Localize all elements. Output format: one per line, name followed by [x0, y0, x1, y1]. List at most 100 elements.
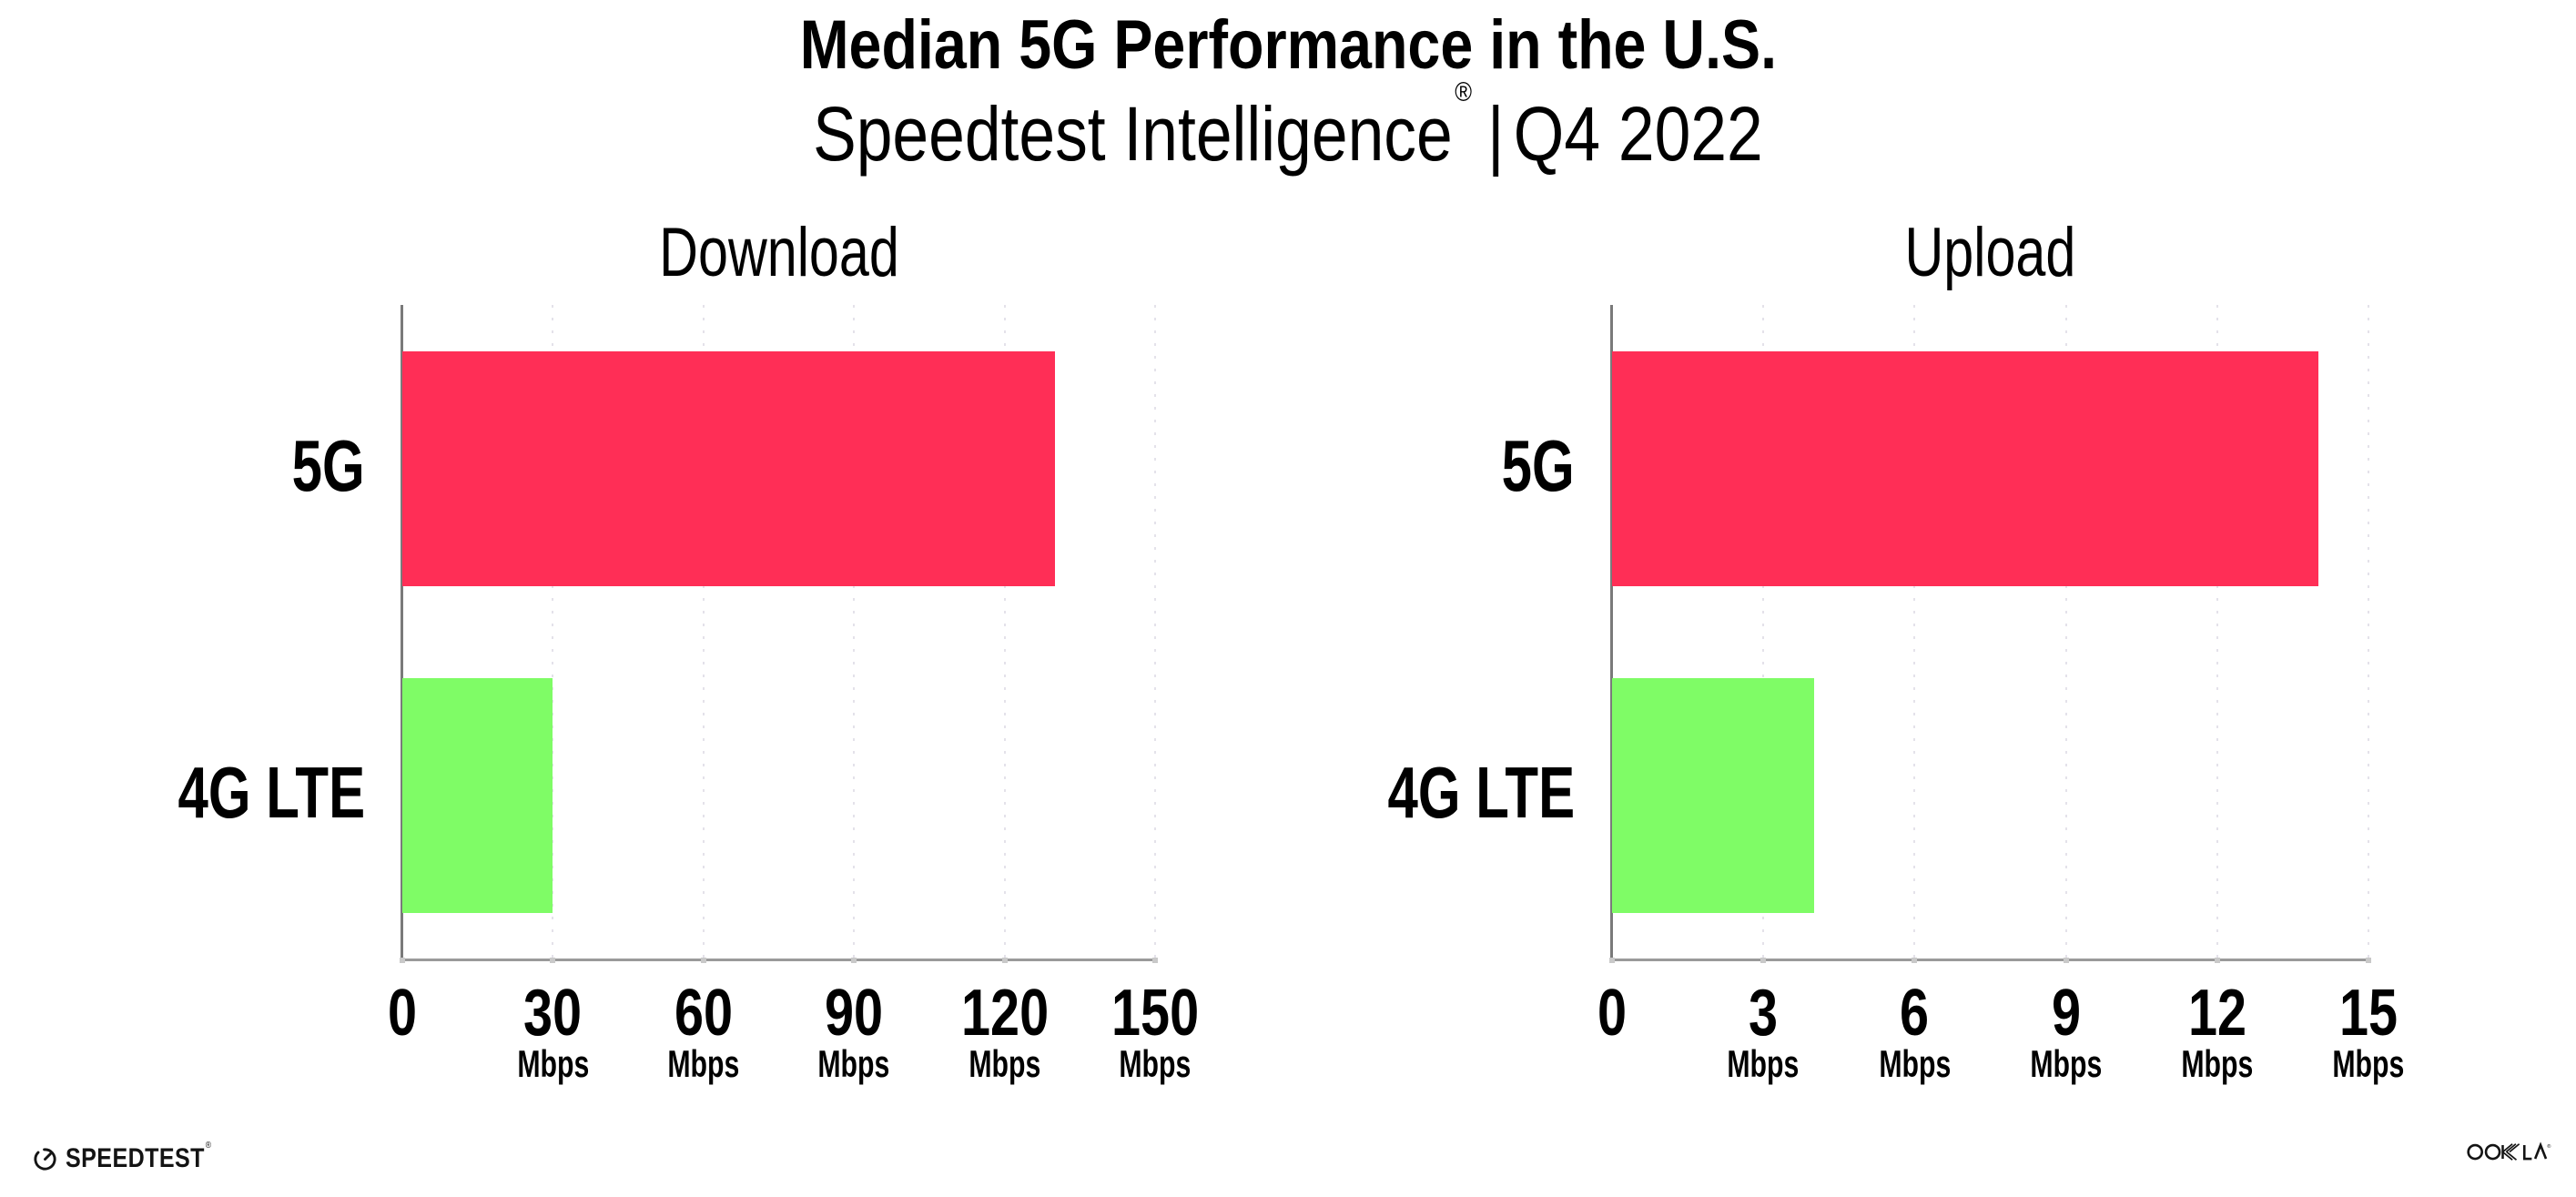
- grid-line: [2368, 305, 2369, 959]
- x-tick-label-text: 6: [1900, 977, 1930, 1050]
- x-tick-unit-text: Mbps: [1727, 1042, 1800, 1085]
- x-tick-unit: Mbps: [613, 1045, 795, 1083]
- chart-title-text: Upload: [1904, 214, 2076, 291]
- x-tick-label: 12: [2126, 980, 2308, 1046]
- axis-tick-mark: [400, 958, 405, 963]
- ookla-logo: ®: [2467, 1141, 2552, 1168]
- axis-tick-mark: [2366, 958, 2371, 963]
- category-label-5g: 5G: [0, 430, 365, 502]
- page-title-text: Median 5G Performance in the U.S.: [799, 6, 1777, 84]
- axis-tick-mark: [1609, 958, 1615, 963]
- x-tick-label: 6: [1823, 980, 2005, 1046]
- page-title: Median 5G Performance in the U.S.: [0, 11, 2576, 80]
- x-tick-label: 0: [311, 980, 493, 1046]
- grid-line: [1762, 305, 1765, 959]
- category-label-5g: 5G: [1165, 430, 1575, 502]
- axis-tick-mark: [851, 958, 857, 963]
- speedtest-wordmark-text: SPEEDTEST: [66, 1143, 205, 1173]
- x-tick-unit-text: Mbps: [817, 1042, 890, 1085]
- axis-tick-mark: [2063, 958, 2069, 963]
- speedometer-gauge-icon: [34, 1147, 56, 1171]
- subtitle-brand: Speedtest Intelligence: [813, 91, 1453, 177]
- category-label-4g-lte: 4G LTE: [0, 756, 365, 829]
- axis-tick-mark: [2214, 958, 2220, 963]
- speedtest-logo: SPEEDTEST®: [33, 1141, 238, 1174]
- x-tick-unit: Mbps: [763, 1045, 945, 1083]
- x-tick-label-text: 90: [825, 977, 884, 1050]
- chart-title: Download: [402, 218, 1155, 288]
- y-axis-spine: [401, 305, 403, 961]
- page-subtitle-text: Speedtest Intelligence® | Q4 2022: [813, 79, 1763, 173]
- axis-tick-mark: [1760, 958, 1767, 963]
- x-tick-unit: Mbps: [461, 1045, 644, 1083]
- x-tick-unit-text: Mbps: [969, 1042, 1041, 1085]
- x-tick-label: 15: [2277, 980, 2459, 1046]
- subtitle-divider: |: [1487, 91, 1505, 177]
- registered-trademark-symbol: ®: [1455, 77, 1473, 107]
- axis-tick-mark: [1001, 958, 1008, 963]
- page-subtitle: Speedtest Intelligence® | Q4 2022: [0, 79, 2576, 173]
- x-tick-label-text: 0: [387, 977, 418, 1050]
- axis-tick-mark: [700, 958, 706, 963]
- axis-tick-mark: [1152, 958, 1158, 963]
- x-tick-unit-text: Mbps: [2181, 1042, 2254, 1085]
- chart-title: Upload: [1612, 218, 2368, 288]
- axis-tick-mark: [1912, 958, 1918, 963]
- x-tick-unit: Mbps: [1823, 1045, 2005, 1083]
- ookla-wordmark: ®: [2467, 1141, 2551, 1161]
- grid-line: [552, 305, 554, 959]
- x-tick-label-text: 150: [1111, 977, 1200, 1050]
- x-tick-label-text: 9: [2051, 977, 2081, 1050]
- category-label-4g-lte-text: 4G LTE: [1387, 752, 1575, 833]
- x-tick-unit-text: Mbps: [1878, 1042, 1951, 1085]
- subtitle-period: Q4 2022: [1513, 91, 1763, 177]
- x-axis-line: [1610, 959, 2370, 961]
- x-tick-label: 9: [1975, 980, 2157, 1046]
- y-axis-spine: [1610, 305, 1613, 961]
- chart-title-text: Download: [658, 214, 899, 291]
- x-tick-label: 120: [914, 980, 1096, 1046]
- x-tick-unit-text: Mbps: [516, 1042, 589, 1085]
- x-tick-unit: Mbps: [1064, 1045, 1246, 1083]
- x-tick-label: 0: [1521, 980, 1703, 1046]
- x-tick-unit: Mbps: [2277, 1045, 2459, 1083]
- x-tick-label: 90: [763, 980, 945, 1046]
- grid-line: [853, 305, 856, 959]
- grid-line: [2064, 305, 2067, 959]
- x-tick-label-text: 15: [2338, 977, 2399, 1050]
- bar-4g-lte: [1612, 678, 1814, 913]
- x-tick-label-text: 0: [1597, 977, 1628, 1050]
- x-tick-label-text: 30: [523, 977, 583, 1050]
- x-tick-unit-text: Mbps: [1119, 1042, 1192, 1085]
- x-tick-label: 3: [1672, 980, 1854, 1046]
- ookla-registered-symbol: ®: [2547, 1143, 2551, 1150]
- x-tick-unit: Mbps: [1975, 1045, 2157, 1083]
- bar-4g-lte: [402, 678, 553, 913]
- x-tick-unit-text: Mbps: [2332, 1042, 2405, 1085]
- x-tick-label-text: 60: [674, 977, 733, 1050]
- x-tick-label: 30: [461, 980, 644, 1046]
- speedtest-registered-symbol: ®: [205, 1141, 212, 1151]
- category-label-4g-lte-text: 4G LTE: [177, 752, 365, 833]
- category-label-4g-lte: 4G LTE: [1165, 756, 1575, 829]
- x-tick-unit: Mbps: [2126, 1045, 2308, 1083]
- grid-line: [1003, 305, 1006, 959]
- x-tick-label-text: 3: [1749, 977, 1779, 1050]
- bar-5g: [402, 351, 1055, 586]
- grid-line: [1154, 305, 1156, 959]
- x-tick-unit-text: Mbps: [667, 1042, 740, 1085]
- x-tick-unit: Mbps: [914, 1045, 1096, 1083]
- category-label-5g-text: 5G: [291, 425, 365, 506]
- grid-line: [2216, 305, 2218, 959]
- axis-tick-mark: [550, 958, 556, 963]
- bar-5g: [1612, 351, 2318, 586]
- speedtest-wordmark: SPEEDTEST®: [66, 1141, 238, 1174]
- x-axis-line: [401, 959, 1157, 961]
- grid-line: [702, 305, 705, 959]
- x-tick-unit-text: Mbps: [2030, 1042, 2103, 1085]
- x-tick-label: 150: [1064, 980, 1246, 1046]
- category-label-5g-text: 5G: [1501, 425, 1575, 506]
